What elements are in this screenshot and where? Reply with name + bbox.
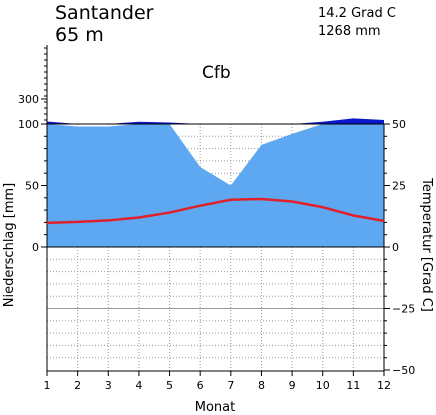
mean-temperature: 14.2 Grad C [318,6,396,21]
humid-area [47,124,384,247]
station-name: Santander [55,2,154,24]
x-tick-label: 7 [227,379,234,392]
x-tick-label: 2 [74,379,81,392]
temperature-point [383,220,385,222]
x-tick-label: 8 [258,379,265,392]
temperature-point [260,198,263,200]
x-tick-label: 10 [316,379,330,392]
temperature-point [352,214,355,217]
temperature-point [199,204,201,207]
x-tick-label: 3 [105,379,112,392]
y-right-tick-label: 25 [392,180,406,193]
y-right-tick-label: −50 [392,364,415,377]
x-tick-label: 4 [135,379,142,392]
y-right-tick-label: −25 [392,303,415,316]
y-axis-left-label: Niederschlag [mm] [2,183,17,308]
climate-class: Cfb [202,63,231,83]
temperature-point [168,211,171,214]
temperature-point [138,216,140,219]
x-tick-label: 1 [44,379,51,392]
temperature-line [46,197,385,225]
annual-precipitation: 1268 mm [318,24,381,39]
x-tick-label: 9 [289,379,296,392]
y-left-tick-label: 50 [25,180,39,193]
temperature-point [76,221,79,223]
x-tick-label: 12 [377,379,391,392]
y-left-tick-label: 300 [18,93,39,106]
x-axis-label: Monat [195,400,235,415]
temperature-point [230,198,232,201]
temperature-point [107,219,110,222]
y-right-tick-label: 0 [392,241,399,254]
x-tick-label: 11 [346,379,360,392]
y-right-tick-label: 50 [392,118,406,131]
precipitation-area [47,118,384,247]
x-tick-label: 6 [197,379,204,392]
y-left-tick-label: 100 [18,118,39,131]
temperature-point [321,206,324,208]
station-elevation: 65 m [55,24,104,46]
temperature-point [291,200,293,203]
excess-precipitation-area [47,118,384,124]
y-left-tick-label: 0 [32,241,39,254]
y-axis-right-label: Temperatur [Grad C] [419,177,434,312]
x-tick-label: 5 [166,379,173,392]
